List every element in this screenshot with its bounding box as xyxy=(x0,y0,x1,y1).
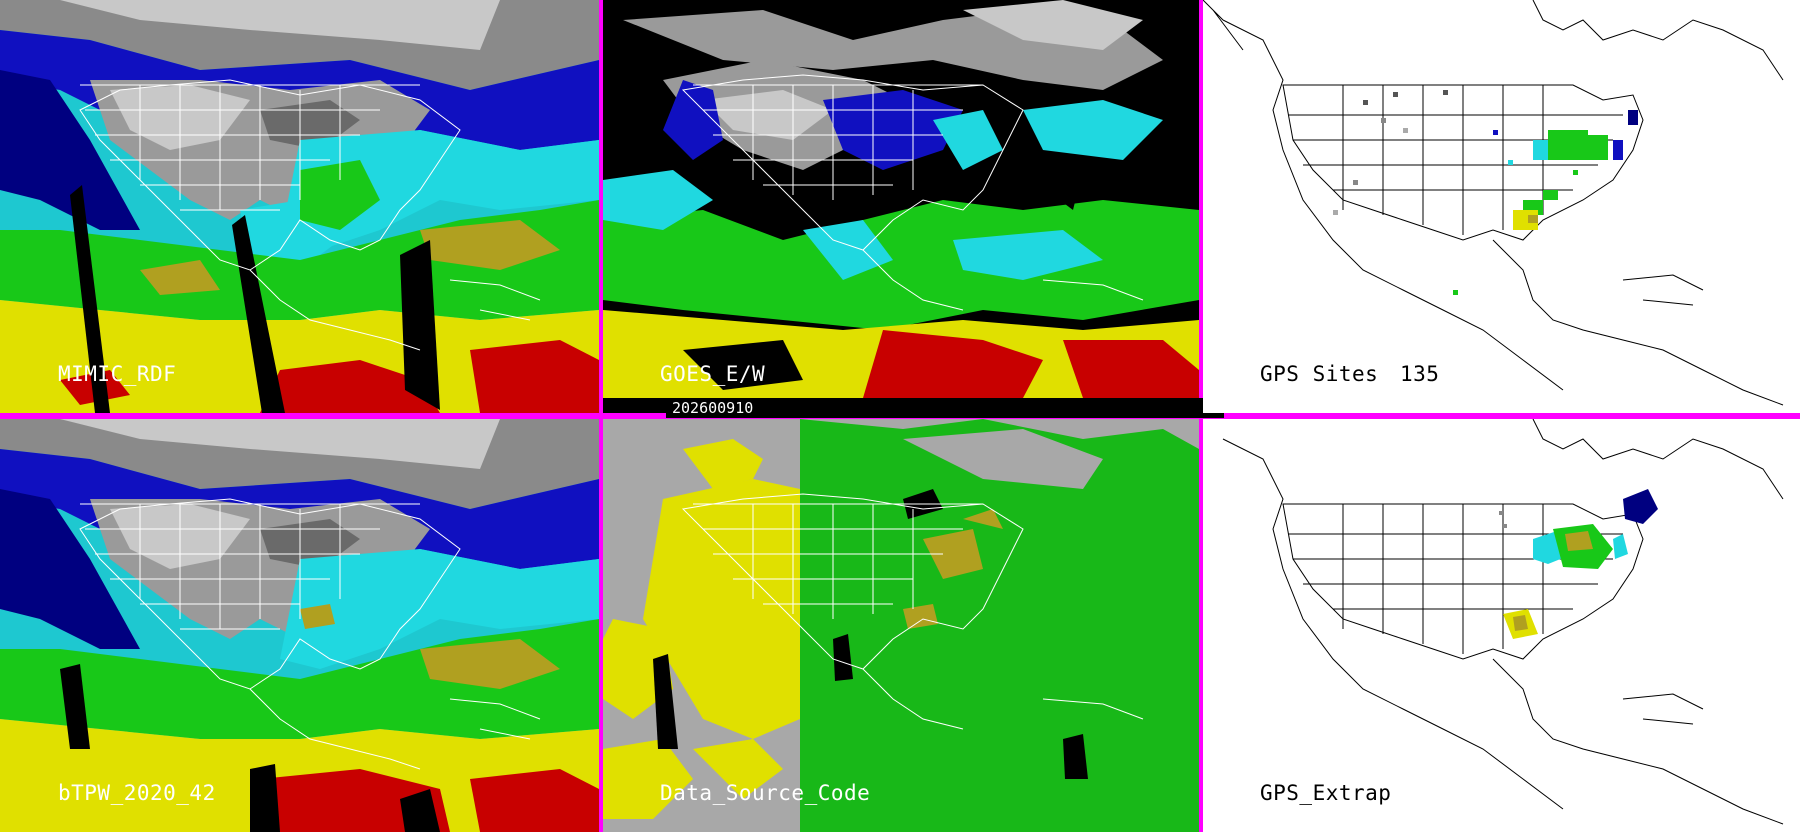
panel-label: bTPW_2020_42 xyxy=(58,781,216,805)
data-source-code-panel: Data_Source_Code xyxy=(603,419,1199,832)
gps-sites-map xyxy=(1203,0,1800,413)
panel-label: GPS_Extrap xyxy=(1260,781,1392,805)
gps-site-count: 135 xyxy=(1400,362,1440,386)
panel-label: MIMIC_RDF xyxy=(58,362,177,386)
gps-site-markers xyxy=(1333,90,1638,295)
mimic-rdf-panel: MIMIC_RDF xyxy=(0,0,599,413)
btpw-map xyxy=(0,419,599,832)
btpw-panel: bTPW_2020_42 xyxy=(0,419,599,832)
goes-ew-map xyxy=(603,0,1199,413)
gps-sites-panel: GPS Sites 135 xyxy=(1203,0,1800,413)
goes-ew-panel: GOES_E/W xyxy=(603,0,1199,413)
gps-extrap-fields xyxy=(1499,489,1658,639)
mimic-rdf-map xyxy=(0,0,599,413)
panel-label: GOES_E/W xyxy=(660,362,766,386)
panel-label: Data_Source_Code xyxy=(660,781,871,805)
panel-label: GPS Sites xyxy=(1260,362,1379,386)
date-bar: 202600910 xyxy=(666,398,1224,418)
gps-extrap-map xyxy=(1203,419,1800,832)
gps-extrap-panel: GPS_Extrap xyxy=(1203,419,1800,832)
data-source-code-map xyxy=(603,419,1199,832)
